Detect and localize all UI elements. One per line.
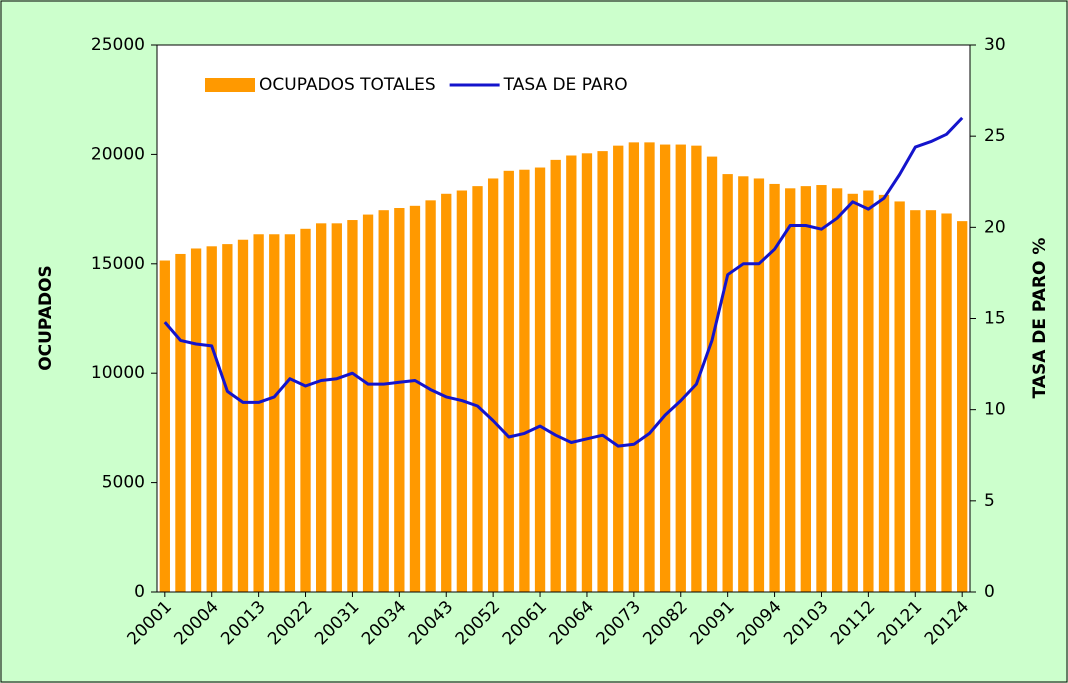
bar — [706, 156, 718, 592]
bar — [644, 142, 655, 592]
bar — [957, 221, 968, 592]
bar — [159, 260, 170, 592]
y-axis-title: OCUPADOS — [36, 265, 56, 371]
bar — [222, 244, 233, 592]
y-tick-label: 0 — [134, 582, 145, 602]
bar — [441, 193, 452, 592]
bar — [800, 186, 811, 592]
bar — [753, 178, 765, 592]
y-tick-label: 10000 — [91, 363, 145, 383]
bar — [738, 176, 749, 592]
bar — [206, 246, 217, 592]
bar — [237, 239, 249, 592]
bar — [190, 248, 202, 592]
bar — [863, 190, 874, 592]
y2-tick-label: 20 — [984, 217, 1006, 237]
y-tick-label: 15000 — [91, 254, 145, 274]
bar — [910, 210, 921, 592]
bar — [378, 210, 389, 592]
bar — [785, 188, 796, 592]
legend-label: OCUPADOS TOTALES — [259, 75, 436, 95]
legend-label: TASA DE PARO — [503, 75, 628, 95]
bar — [362, 214, 374, 592]
bar — [253, 234, 264, 592]
y2-tick-label: 10 — [984, 400, 1006, 420]
y2-tick-label: 15 — [984, 309, 1006, 329]
bar — [519, 169, 530, 592]
bar — [597, 151, 608, 593]
bar — [316, 223, 327, 592]
bar — [284, 234, 296, 592]
bar — [628, 142, 640, 592]
bar — [847, 193, 858, 592]
bar — [722, 174, 733, 593]
y-tick-label: 25000 — [91, 35, 145, 55]
bar — [691, 145, 702, 592]
bar — [769, 183, 780, 593]
bar — [831, 188, 843, 592]
bar — [659, 144, 671, 592]
bar — [613, 145, 624, 592]
bar — [581, 153, 593, 592]
y2-axis-title: TASA DE PARO % — [1030, 238, 1050, 399]
bar — [175, 253, 186, 593]
bar — [566, 155, 577, 592]
bar — [816, 185, 827, 593]
bar — [878, 194, 890, 593]
bar — [487, 178, 499, 592]
bar — [925, 210, 937, 592]
bar — [425, 200, 436, 592]
legend-swatch — [205, 78, 255, 92]
bar — [894, 201, 905, 592]
bar — [409, 205, 421, 592]
y2-tick-label: 5 — [984, 491, 995, 511]
bar — [503, 170, 514, 592]
y2-tick-label: 25 — [984, 126, 1006, 146]
bar — [472, 186, 483, 592]
bar — [394, 208, 405, 593]
bar — [300, 228, 311, 593]
bar — [550, 159, 561, 592]
bar — [941, 213, 952, 592]
y-tick-label: 20000 — [91, 144, 145, 164]
bar — [534, 167, 546, 592]
bar — [347, 220, 358, 593]
bar — [675, 144, 686, 592]
y2-tick-label: 0 — [984, 582, 995, 602]
y2-tick-label: 30 — [984, 35, 1006, 55]
bar — [269, 234, 280, 592]
bar — [331, 223, 342, 592]
line — [163, 116, 964, 448]
bar — [456, 190, 468, 592]
y-tick-label: 5000 — [102, 473, 145, 493]
